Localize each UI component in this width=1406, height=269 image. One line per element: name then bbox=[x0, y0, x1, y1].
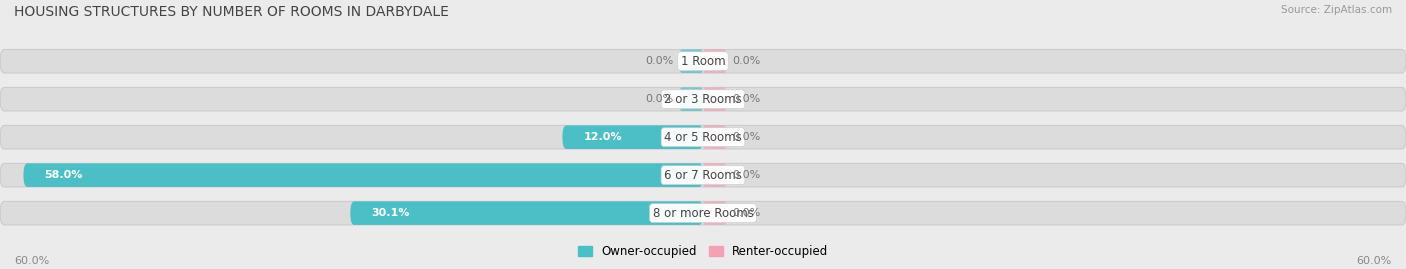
Text: 6 or 7 Rooms: 6 or 7 Rooms bbox=[664, 169, 742, 182]
Text: 8 or more Rooms: 8 or more Rooms bbox=[652, 207, 754, 220]
Text: 0.0%: 0.0% bbox=[733, 132, 761, 142]
FancyBboxPatch shape bbox=[703, 201, 727, 225]
FancyBboxPatch shape bbox=[703, 49, 727, 73]
FancyBboxPatch shape bbox=[0, 87, 1406, 111]
Text: 60.0%: 60.0% bbox=[1357, 256, 1392, 266]
Text: HOUSING STRUCTURES BY NUMBER OF ROOMS IN DARBYDALE: HOUSING STRUCTURES BY NUMBER OF ROOMS IN… bbox=[14, 5, 449, 19]
Text: 4 or 5 Rooms: 4 or 5 Rooms bbox=[664, 131, 742, 144]
Text: 0.0%: 0.0% bbox=[733, 56, 761, 66]
FancyBboxPatch shape bbox=[703, 125, 727, 149]
Text: 1 Room: 1 Room bbox=[681, 55, 725, 68]
FancyBboxPatch shape bbox=[703, 163, 727, 187]
FancyBboxPatch shape bbox=[562, 125, 703, 149]
FancyBboxPatch shape bbox=[679, 49, 703, 73]
Legend: Owner-occupied, Renter-occupied: Owner-occupied, Renter-occupied bbox=[572, 241, 834, 263]
FancyBboxPatch shape bbox=[0, 49, 1406, 73]
Text: 60.0%: 60.0% bbox=[14, 256, 49, 266]
Text: 0.0%: 0.0% bbox=[645, 94, 673, 104]
FancyBboxPatch shape bbox=[350, 201, 703, 225]
Text: Source: ZipAtlas.com: Source: ZipAtlas.com bbox=[1281, 5, 1392, 15]
Text: 0.0%: 0.0% bbox=[733, 170, 761, 180]
Text: 58.0%: 58.0% bbox=[45, 170, 83, 180]
FancyBboxPatch shape bbox=[24, 163, 703, 187]
Text: 0.0%: 0.0% bbox=[733, 94, 761, 104]
FancyBboxPatch shape bbox=[0, 125, 1406, 149]
FancyBboxPatch shape bbox=[0, 163, 1406, 187]
Text: 30.1%: 30.1% bbox=[371, 208, 409, 218]
Text: 2 or 3 Rooms: 2 or 3 Rooms bbox=[664, 93, 742, 106]
Text: 0.0%: 0.0% bbox=[645, 56, 673, 66]
Text: 0.0%: 0.0% bbox=[733, 208, 761, 218]
FancyBboxPatch shape bbox=[0, 201, 1406, 225]
FancyBboxPatch shape bbox=[679, 87, 703, 111]
Text: 12.0%: 12.0% bbox=[583, 132, 621, 142]
FancyBboxPatch shape bbox=[703, 87, 727, 111]
